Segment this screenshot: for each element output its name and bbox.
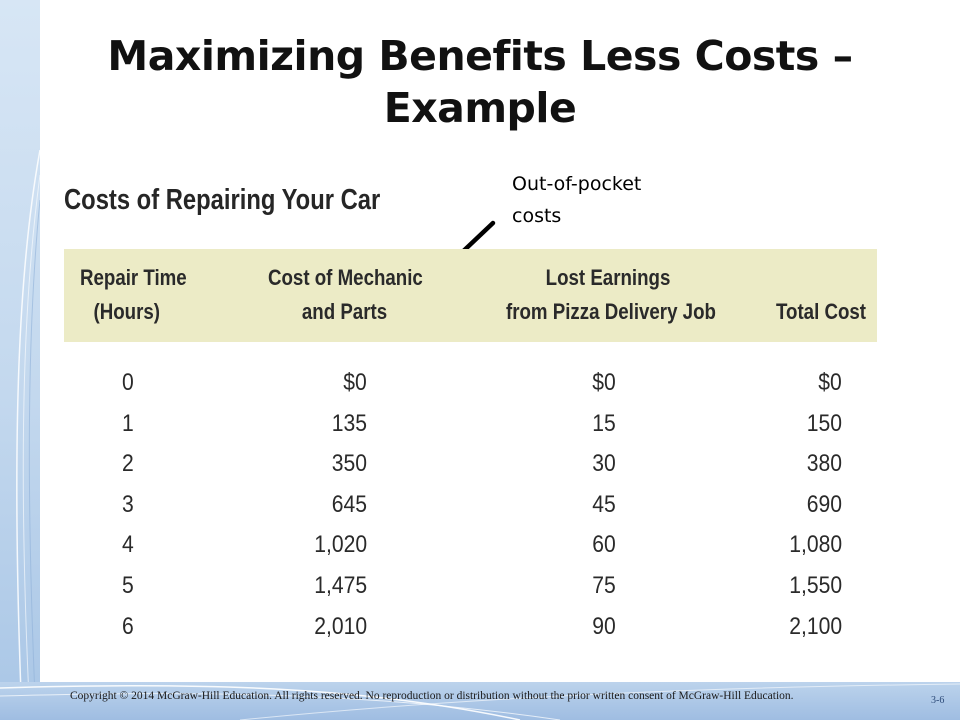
cell-total-cost: 1,080: [789, 531, 842, 559]
column-header-line: and Parts: [301, 299, 388, 324]
copyright-notice: Copyright © 2014 McGraw-Hill Education. …: [70, 690, 794, 702]
cell-lost-earnings: 60: [592, 531, 616, 559]
table-row: 6 2,010 90 2,100: [0, 607, 960, 648]
cell-total-cost: 2,100: [789, 612, 842, 640]
column-header-line: from Pizza Delivery Job: [506, 299, 716, 324]
column-header-line: Cost of Mechanic: [268, 265, 423, 290]
cell-total-cost: 690: [806, 490, 842, 518]
table-row: 3 645 45 690: [0, 485, 960, 526]
table-row: 0 $0 $0 $0: [0, 363, 960, 404]
cell-total-cost: 150: [806, 409, 842, 437]
cell-lost-earnings: 15: [592, 409, 616, 437]
cell-total-cost: 1,550: [789, 571, 842, 599]
table-header-band: [64, 249, 877, 342]
callout-line-1: Out-of-pocket: [512, 173, 642, 195]
slide-title-line-1: Maximizing Benefits Less Costs –: [107, 32, 853, 80]
cell-repair-time: 1: [122, 409, 134, 437]
left-decorative-strip: [0, 0, 40, 720]
cell-repair-time: 3: [122, 490, 134, 518]
column-header-line: Lost Earnings: [545, 265, 671, 290]
cell-mechanic-cost: $0: [343, 369, 367, 396]
decorative-wave-icon: [0, 683, 960, 720]
column-header-line: Repair Time: [80, 265, 187, 290]
table-row: 1 135 15 150: [0, 404, 960, 445]
table-title: Costs of Repairing Your Car: [64, 184, 381, 216]
cell-mechanic-cost: 1,020: [314, 531, 367, 559]
column-header-mechanic-cost: Cost of Mechanic and Parts: [268, 261, 423, 329]
cell-lost-earnings: $0: [592, 369, 616, 396]
cell-repair-time: 5: [122, 571, 134, 599]
bottom-decorative-band: [0, 682, 960, 720]
column-header-line: (Hours): [93, 299, 160, 324]
callout-line-2: costs: [512, 205, 562, 227]
column-header-lost-earnings: Lost Earnings from Pizza Delivery Job: [506, 261, 716, 329]
cell-repair-time: 4: [122, 531, 134, 559]
cell-lost-earnings: 45: [592, 490, 616, 518]
cell-repair-time: 6: [122, 612, 134, 640]
cell-mechanic-cost: 1,475: [314, 571, 367, 599]
decorative-swoosh-icon: [16, 149, 40, 720]
column-header-line: Total Cost: [776, 299, 867, 324]
cell-repair-time: 0: [122, 369, 134, 396]
cell-mechanic-cost: 2,010: [314, 612, 367, 640]
column-header-total-cost: Total Cost: [776, 295, 867, 329]
cell-repair-time: 2: [122, 450, 134, 478]
cell-lost-earnings: 30: [592, 450, 616, 478]
cell-mechanic-cost: 135: [331, 409, 367, 437]
cell-lost-earnings: 75: [592, 571, 616, 599]
cell-total-cost: $0: [818, 369, 842, 396]
cell-total-cost: 380: [806, 450, 842, 478]
table-row: 4 1,020 60 1,080: [0, 525, 960, 566]
table-body: 0 $0 $0 $0 1 135 15 150 2 350 30 380 3 6…: [0, 363, 960, 647]
cell-mechanic-cost: 350: [331, 450, 367, 478]
slide-number: 3-6: [931, 695, 945, 706]
cell-lost-earnings: 90: [592, 612, 616, 640]
slide-title-line-2: Example: [383, 84, 577, 132]
callout-label: Out-of-pocket costs: [512, 168, 692, 232]
table-row: 2 350 30 380: [0, 444, 960, 485]
slide-title: Maximizing Benefits Less Costs – Example: [60, 30, 900, 134]
cell-mechanic-cost: 645: [331, 490, 367, 518]
table-row: 5 1,475 75 1,550: [0, 566, 960, 607]
column-header-repair-time: Repair Time (Hours): [80, 261, 187, 329]
